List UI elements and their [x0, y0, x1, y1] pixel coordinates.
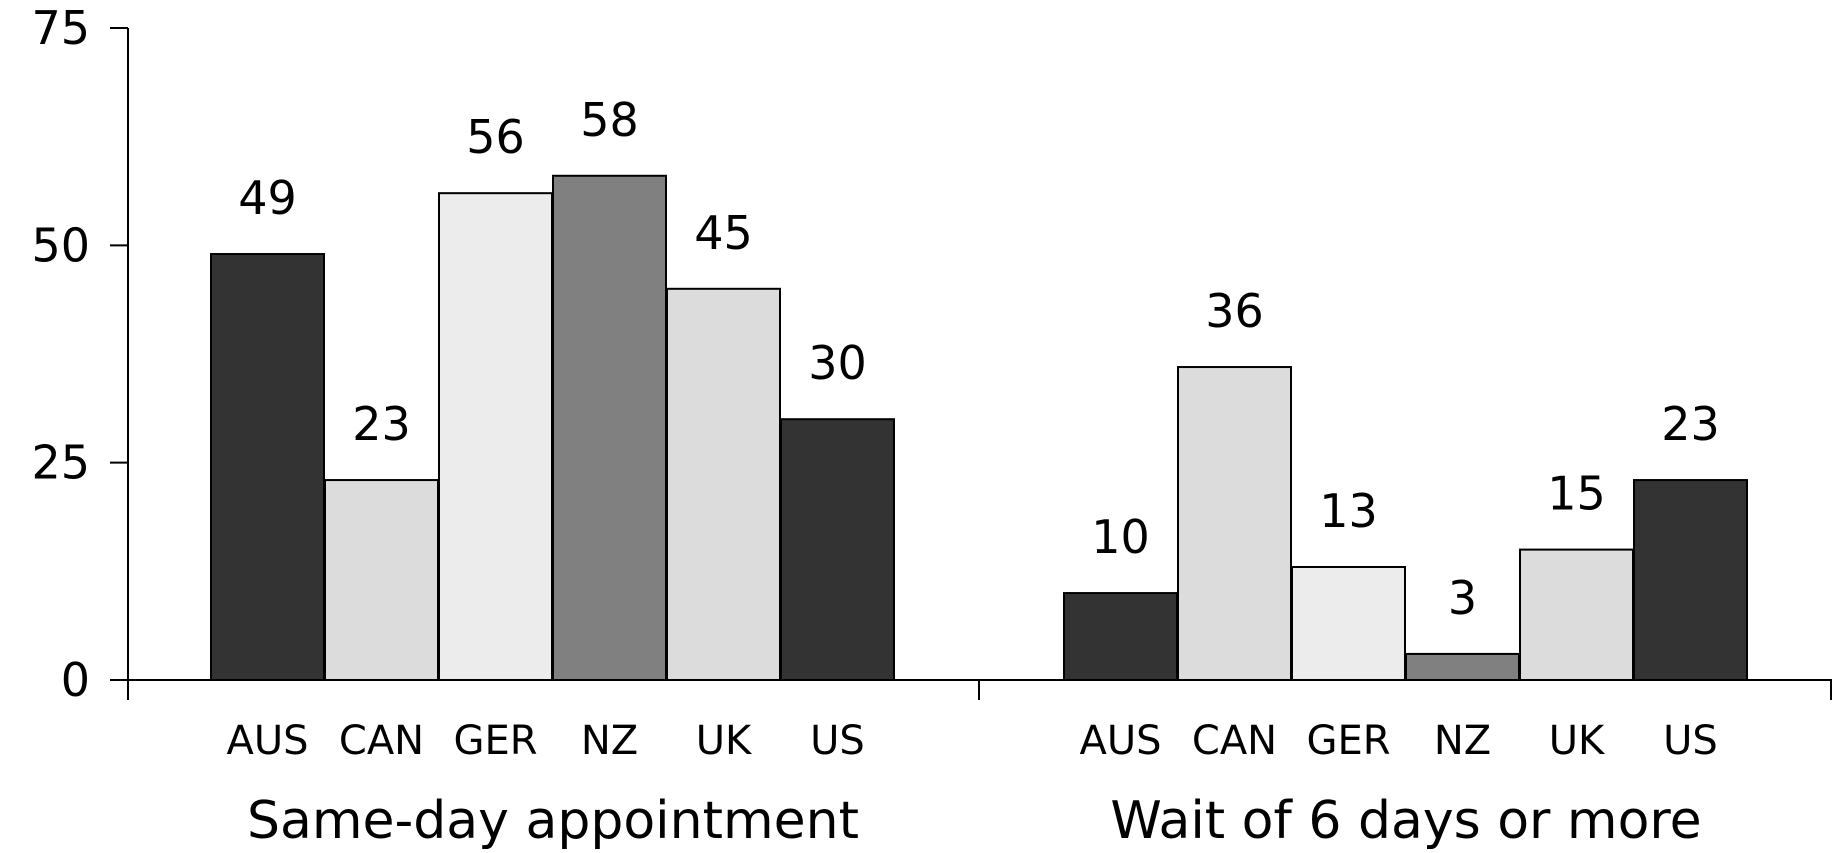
chart-bars	[210, 174, 1748, 682]
group-label: Same-day appointment	[247, 791, 859, 851]
data-label: 30	[808, 336, 867, 390]
category-label: US	[810, 718, 865, 764]
category-label: AUS	[1079, 718, 1161, 764]
category-label: NZ	[581, 718, 638, 764]
category-label: GER	[1306, 718, 1390, 764]
bar-ger-2	[1291, 565, 1406, 682]
bar-us-2	[1633, 479, 1748, 682]
category-label: CAN	[1192, 718, 1277, 764]
group-label: Wait of 6 days or more	[1110, 791, 1701, 851]
data-label: 45	[694, 206, 753, 260]
data-label: 13	[1319, 484, 1378, 538]
bar-uk-2	[1519, 548, 1634, 681]
bar-aus-1	[210, 253, 325, 681]
bar-uk-1	[666, 287, 781, 681]
y-tick-label: 25	[31, 436, 90, 490]
data-label: 23	[352, 397, 411, 451]
category-label: GER	[453, 718, 537, 764]
category-label: UK	[696, 718, 753, 764]
category-label: AUS	[226, 718, 308, 764]
category-label: CAN	[339, 718, 424, 764]
data-label: 10	[1091, 510, 1150, 564]
data-label: 56	[466, 110, 525, 164]
chart-labels: 0 25 50 75 49 AUS 23 CAN 56 GER 58 NZ 45 UK 30 US Same-d…	[31, 1, 1719, 851]
data-label: 36	[1205, 284, 1264, 338]
bar-can-2	[1177, 366, 1292, 681]
bar-us-1	[780, 418, 895, 681]
y-tick-label: 75	[31, 1, 90, 55]
category-label: UK	[1549, 718, 1606, 764]
bar-can-1	[324, 479, 439, 682]
bar-nz-1	[552, 174, 667, 682]
data-label: 49	[238, 171, 297, 225]
y-tick-label: 50	[31, 218, 90, 272]
bar-nz-2	[1405, 652, 1520, 681]
data-label: 3	[1448, 571, 1477, 625]
data-label: 58	[580, 93, 639, 147]
data-label: 23	[1661, 397, 1720, 451]
bar-aus-2	[1063, 592, 1178, 681]
category-label: US	[1663, 718, 1718, 764]
data-label: 15	[1547, 467, 1606, 521]
bar-ger-1	[438, 192, 553, 681]
category-label: NZ	[1434, 718, 1491, 764]
y-tick-label: 0	[61, 653, 90, 707]
